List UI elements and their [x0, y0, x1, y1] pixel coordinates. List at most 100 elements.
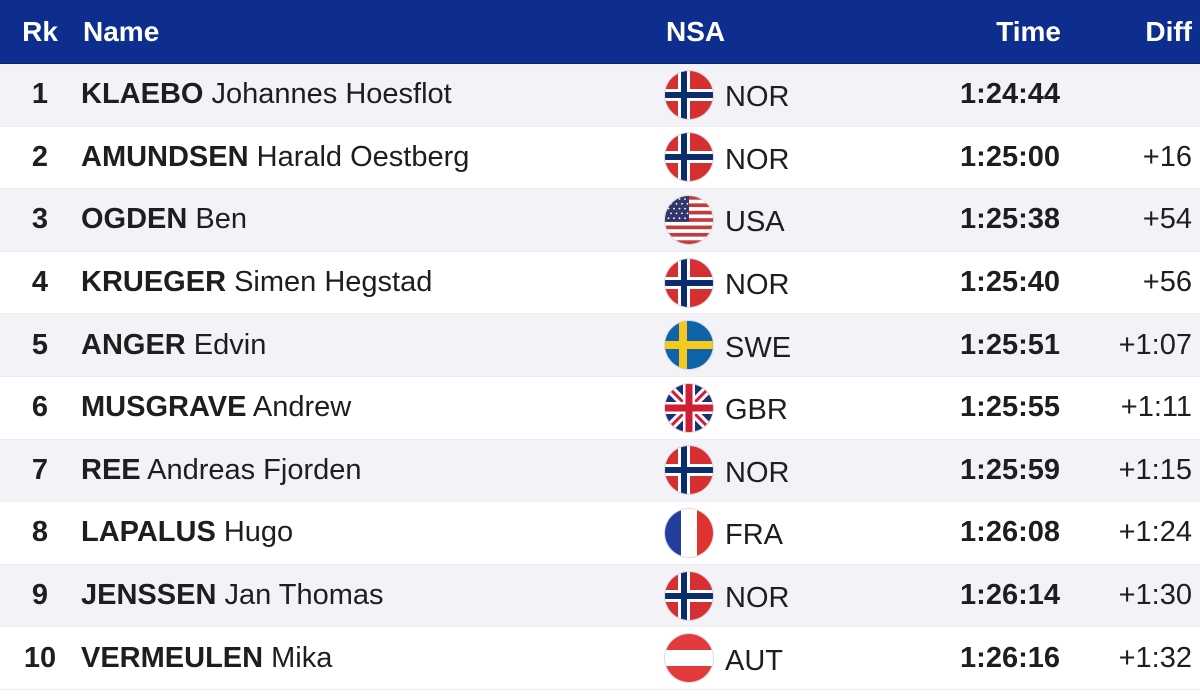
nsa-cell: SWE [665, 321, 915, 370]
table-row[interactable]: 7 REE Andreas Fjorden NOR 1:25:59 +1:15 [0, 439, 1200, 503]
usa-flag-icon [665, 195, 713, 244]
table-row[interactable]: 1 KLAEBO Johannes Hoesflot NOR 1:24:44 [0, 64, 1200, 127]
diff-cell: +56 [1142, 266, 1192, 299]
nsa-code: FRA [725, 519, 783, 552]
nsa-code: NOR [725, 582, 790, 615]
nsa-cell: NOR [665, 133, 915, 182]
rank-cell: 9 [31, 579, 49, 612]
athlete-surname: LAPALUS [81, 516, 216, 549]
table-row[interactable]: 10 VERMEULEN Mika AUT 1:26:16 +1:32 [0, 627, 1200, 690]
nsa-cell: GBR [665, 383, 915, 432]
norway-flag-icon [665, 258, 713, 307]
athlete-name-link[interactable]: LAPALUS Hugo [78, 516, 664, 549]
norway-flag-icon [665, 571, 713, 620]
athlete-given-name: Hugo [223, 516, 294, 549]
norway-flag-icon [665, 133, 713, 182]
athlete-name-link[interactable]: KRUEGER Simen Hegstad [78, 266, 664, 299]
athlete-name-link[interactable]: MUSGRAVE Andrew [78, 391, 664, 424]
table-row[interactable]: 8 LAPALUS Hugo FRA 1:26:08 +1:24 [0, 502, 1200, 565]
diff-cell: +1:11 [1120, 391, 1192, 424]
nsa-cell: NOR [665, 258, 915, 307]
rank-cell: 8 [31, 516, 49, 549]
athlete-surname: ANGER [81, 328, 186, 361]
table-row[interactable]: 2 AMUNDSEN Harald Oestberg NOR 1:25:00 +… [0, 126, 1200, 190]
diff-cell: +1:07 [1118, 328, 1192, 361]
time-cell: 1:25:40 [960, 266, 1060, 299]
athlete-given-name: Mika [271, 641, 333, 674]
header-rank[interactable]: Rk [22, 15, 58, 47]
nsa-cell: AUT [665, 634, 915, 683]
time-cell: 1:25:55 [960, 391, 1060, 424]
rank-cell: 3 [31, 203, 49, 236]
nsa-code: NOR [725, 81, 790, 114]
nsa-code: AUT [725, 644, 783, 677]
nsa-cell: USA [665, 195, 915, 244]
diff-cell: +1:30 [1118, 579, 1192, 612]
diff-cell: +1:32 [1118, 641, 1192, 674]
nsa-code: NOR [725, 269, 790, 302]
diff-cell: +1:24 [1118, 516, 1192, 549]
table-row[interactable]: 9 JENSSEN Jan Thomas NOR 1:26:14 +1:30 [0, 564, 1200, 628]
athlete-surname: VERMEULEN [81, 641, 264, 674]
rank-cell: 7 [31, 453, 49, 486]
athlete-given-name: Harald Oestberg [256, 140, 470, 173]
diff-cell: +54 [1142, 203, 1192, 236]
athlete-name-link[interactable]: OGDEN Ben [78, 203, 664, 236]
rank-cell: 10 [23, 641, 57, 674]
rank-cell: 5 [31, 328, 49, 361]
diff-cell: +16 [1142, 140, 1192, 173]
austria-flag-icon [665, 634, 713, 683]
athlete-surname: AMUNDSEN [81, 140, 249, 173]
athlete-name-link[interactable]: VERMEULEN Mika [78, 642, 664, 675]
athlete-surname: MUSGRAVE [81, 391, 247, 424]
athlete-name-link[interactable]: JENSSEN Jan Thomas [78, 579, 664, 612]
athlete-name-link[interactable]: KLAEBO Johannes Hoesflot [78, 78, 664, 111]
athlete-surname: REE [81, 453, 141, 486]
athlete-name-link[interactable]: REE Andreas Fjorden [78, 454, 664, 487]
athlete-surname: JENSSEN [81, 579, 217, 612]
table-row[interactable]: 5 ANGER Edvin SWE 1:25:51 +1:07 [0, 314, 1200, 377]
nsa-code: GBR [725, 394, 788, 427]
time-cell: 1:25:59 [960, 453, 1060, 486]
rank-cell: 6 [31, 391, 49, 424]
nsa-cell: NOR [665, 446, 915, 495]
header-time[interactable]: Time [996, 15, 1061, 47]
sweden-flag-icon [665, 321, 713, 370]
france-flag-icon [665, 508, 713, 557]
athlete-given-name: Jan Thomas [224, 579, 384, 612]
table-header: Rk Name NSA Time Diff [0, 0, 1200, 64]
header-diff[interactable]: Diff [1145, 15, 1192, 47]
table-body: 1 KLAEBO Johannes Hoesflot NOR 1:24:44 2… [0, 64, 1200, 690]
time-cell: 1:25:38 [960, 203, 1060, 236]
time-cell: 1:26:08 [960, 516, 1060, 549]
gbr-flag-icon [665, 383, 713, 432]
diff-cell: +1:15 [1118, 453, 1192, 486]
athlete-given-name: Ben [195, 203, 248, 236]
nsa-code: SWE [725, 331, 792, 364]
header-nsa[interactable]: NSA [666, 15, 726, 47]
athlete-given-name: Johannes Hoesflot [211, 78, 452, 111]
nsa-code: NOR [725, 456, 790, 489]
table-row[interactable]: 4 KRUEGER Simen Hegstad NOR 1:25:40 +56 [0, 251, 1200, 315]
athlete-given-name: Andrew [252, 391, 352, 424]
rank-cell: 1 [31, 78, 49, 111]
time-cell: 1:25:00 [960, 140, 1060, 173]
athlete-given-name: Simen Hegstad [234, 266, 433, 299]
athlete-name-link[interactable]: ANGER Edvin [78, 329, 664, 362]
rank-cell: 4 [31, 266, 49, 299]
time-cell: 1:26:14 [960, 579, 1060, 612]
athlete-given-name: Edvin [193, 328, 267, 361]
nsa-cell: NOR [665, 70, 915, 119]
rank-cell: 2 [31, 140, 49, 173]
nsa-cell: NOR [665, 571, 915, 620]
time-cell: 1:24:44 [960, 78, 1060, 111]
header-name[interactable]: Name [83, 15, 160, 47]
table-row[interactable]: 6 MUSGRAVE Andrew GBR 1:25:55 +1:11 [0, 376, 1200, 440]
athlete-name-link[interactable]: AMUNDSEN Harald Oestberg [78, 141, 664, 174]
nsa-cell: FRA [665, 508, 915, 557]
norway-flag-icon [665, 446, 713, 495]
table-row[interactable]: 3 OGDEN Ben USA 1:25:38 +54 [0, 189, 1200, 252]
time-cell: 1:25:51 [960, 328, 1060, 361]
norway-flag-icon [665, 70, 713, 119]
